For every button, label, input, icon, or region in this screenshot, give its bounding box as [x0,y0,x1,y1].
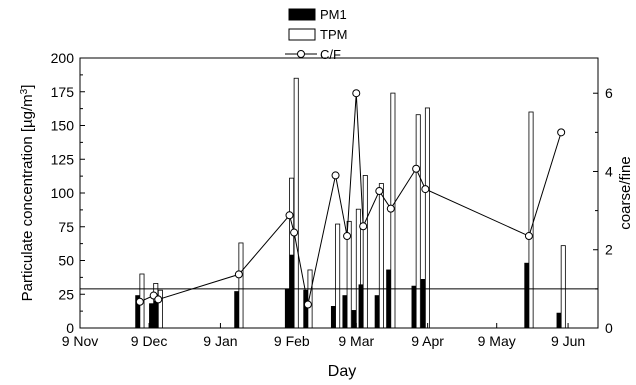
cf-point-0 [136,298,143,305]
x-tick-label-6: 9 May [478,333,516,349]
cf-point-15 [525,233,532,240]
legend-swatch-tpm [289,29,315,40]
bar-pm1-5 [290,255,294,328]
y2-tick-label-3: 6 [605,85,613,101]
bar-pm1-11 [375,296,379,328]
legend-label-cf: C/F [320,47,341,62]
y-tick-label-4: 100 [51,185,75,201]
cf-point-9 [353,90,360,97]
bar-pm1-13 [412,286,416,328]
bar-tpm-6 [308,270,312,328]
cf-point-6 [304,301,311,308]
cf-point-3 [235,271,242,278]
bar-tpm-5 [294,78,298,328]
bar-pm1-12 [387,270,391,328]
y2-tick-label-2: 4 [605,163,613,179]
legend-marker-cf [298,51,305,58]
y-tick-label-8: 200 [51,50,75,66]
bar-pm1-4 [285,289,289,328]
cf-point-11 [376,188,383,195]
x-tick-label-2: 9 Jan [203,333,237,349]
x-tick-label-7: 9 Jun [551,333,585,349]
x-tick-label-0: 9 Nov [62,333,99,349]
legend-label-pm1: PM1 [320,7,347,22]
bar-pm1-2 [154,301,158,328]
bar-pm1-9 [352,310,356,328]
legend: PM1 TPM C/F [285,7,347,62]
y-tick-label-2: 50 [58,253,74,269]
x-tick-label-1: 9 Dec [131,333,168,349]
bar-pm1-16 [557,313,561,328]
bar-tpm-10 [363,175,367,328]
y2-tick-label-0: 0 [605,320,613,336]
cf-point-7 [332,172,339,179]
bar-pm1-14 [421,279,425,328]
x-axis-label: Day [328,363,356,380]
bar-pm1-8 [343,296,347,328]
cf-point-12 [387,205,394,212]
y-tick-label-6: 150 [51,118,75,134]
plot-layer [80,78,598,328]
y-axis-label: Particulate concentration [µg/m3] [19,85,36,302]
legend-swatch-pm1 [289,9,315,20]
x-tick-label-5: 9 Apr [411,333,444,349]
bar-pm1-15 [525,263,529,328]
cf-point-13 [413,165,420,172]
bar-tpm-14 [425,108,429,328]
cf-point-14 [422,186,429,193]
legend-label-tpm: TPM [320,27,347,42]
bar-tpm-15 [529,112,533,328]
bar-tpm-13 [416,115,420,328]
bar-pm1-10 [359,285,363,328]
cf-point-16 [558,129,565,136]
cf-point-5 [291,229,298,236]
y2-tick-label-1: 2 [605,242,613,258]
bar-tpm-3 [239,243,243,328]
x-tick-label-4: 9 Mar [338,333,374,349]
bar-pm1-7 [331,306,335,328]
bar-pm1-1 [149,304,153,328]
bar-tpm-7 [336,224,340,328]
cf-point-2 [155,296,162,303]
y2-axis-label: coarse/fine [617,156,634,229]
x-tick-label-3: 9 Feb [274,333,310,349]
y-tick-label-1: 25 [58,286,74,302]
cf-point-10 [360,223,367,230]
y-tick-label-5: 125 [51,151,75,167]
bar-pm1-3 [235,292,239,328]
bar-tpm-11 [379,184,383,328]
y-tick-label-7: 175 [51,84,75,100]
y-tick-label-3: 75 [58,219,74,235]
bar-tpm-16 [561,246,565,328]
cf-point-8 [344,233,351,240]
cf-point-4 [286,212,293,219]
